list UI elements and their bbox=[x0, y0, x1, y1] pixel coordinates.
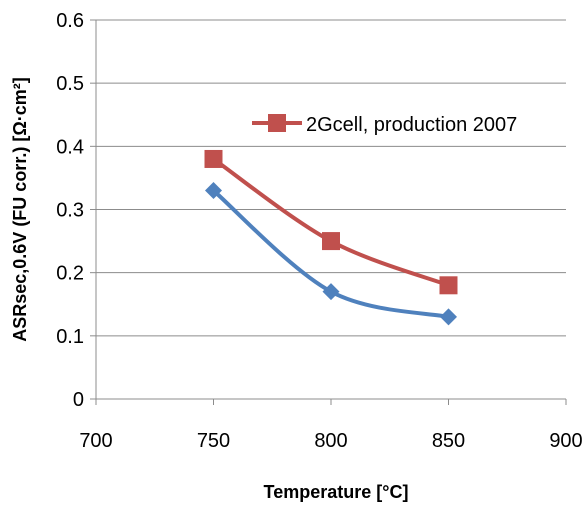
x-tick-label-4: 900 bbox=[549, 430, 582, 452]
series-1-point-1 bbox=[322, 283, 340, 301]
series-0-point-1 bbox=[322, 232, 340, 251]
legend-label: 2Gcell, production 2007 bbox=[306, 114, 517, 136]
grid-layer bbox=[96, 19, 566, 337]
x-tick-label-3: 850 bbox=[432, 430, 465, 452]
series-0-point-0 bbox=[204, 149, 223, 168]
y-tick-label-6: 0.6 bbox=[56, 10, 84, 32]
y-tick-label-5: 0.5 bbox=[56, 73, 84, 95]
x-tick-label-2: 800 bbox=[314, 430, 347, 452]
x-tick-label-1: 750 bbox=[197, 430, 230, 452]
y-tick-label-2: 0.2 bbox=[56, 263, 84, 285]
legend: 2Gcell, production 2007 bbox=[252, 114, 517, 136]
y-tick-label-0: 0 bbox=[73, 389, 84, 411]
y-tick-label-4: 0.4 bbox=[56, 136, 84, 158]
series-0-point-2 bbox=[439, 276, 458, 295]
y-tick-label-3: 0.3 bbox=[56, 200, 84, 222]
series-layer bbox=[204, 149, 458, 326]
series-1-point-0 bbox=[205, 182, 222, 200]
x-tick-label-0: 700 bbox=[79, 430, 112, 452]
series-1-point-2 bbox=[440, 308, 457, 326]
x-axis-title: Temperature [°C] bbox=[264, 482, 409, 502]
axis-layer: 0 0.1 0.2 0.3 0.4 0.5 0.6 700 750 800 850 900 bbox=[56, 10, 583, 452]
y-axis-title: ASRsec,0.6V (FU corr.) [Ω·cm²] bbox=[10, 77, 30, 342]
legend-marker bbox=[268, 114, 286, 132]
y-tick-label-1: 0.1 bbox=[56, 326, 84, 348]
